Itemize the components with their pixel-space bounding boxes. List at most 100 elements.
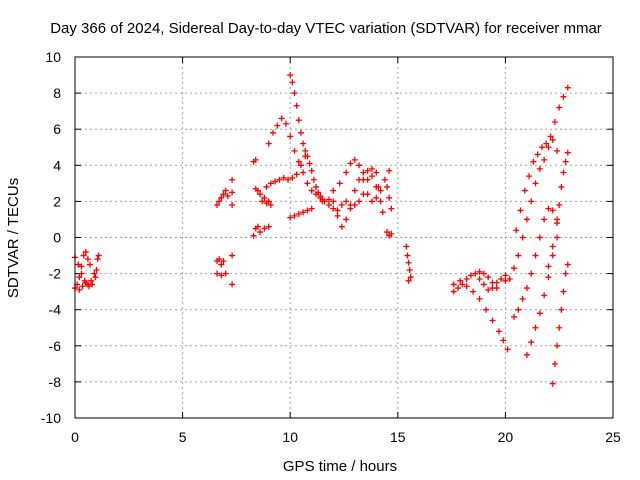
data-point [218,194,225,201]
data-point [229,202,236,209]
data-point [549,207,556,214]
series-sat-u [511,205,561,320]
data-point [325,202,332,209]
data-point [554,220,561,227]
x-tick-label: 0 [71,429,79,445]
data-point [229,176,236,183]
data-point [364,176,371,183]
series-sat-t [502,137,561,283]
data-point [368,173,375,180]
data-point [222,187,229,194]
data-point [95,252,102,259]
data-point [405,277,412,284]
data-point [257,229,264,236]
x-axis-label: GPS time / hours [283,458,397,475]
series-sat-r [450,277,511,353]
series-sat-h [263,153,309,190]
data-point [360,191,367,198]
data-point [274,122,281,129]
data-point [220,257,227,264]
data-point [293,171,300,178]
data-point [549,252,556,259]
y-tick-label: 6 [53,121,61,137]
data-point [261,225,268,232]
series-sat-l [319,167,380,230]
data-point [78,263,85,270]
data-point [530,158,537,165]
data-point [536,165,543,172]
data-point [377,198,384,205]
data-point [347,205,354,212]
series-sat-p [403,243,414,284]
data-point [485,286,492,293]
data-point [265,140,272,147]
data-point [519,234,526,241]
data-point [545,263,552,270]
data-point [406,266,413,273]
series-sat-n [347,165,386,216]
series-sat-g [250,223,272,239]
data-point [325,196,332,203]
data-point [377,187,384,194]
data-point [267,180,274,187]
data-point [82,279,89,286]
data-point [267,202,274,209]
series-sat-a [72,248,94,292]
y-axis-label: SDTVAR / TECUs [5,178,22,298]
data-point [528,270,535,277]
data-point [504,346,511,353]
data-point [472,270,479,277]
grid-lines [75,57,613,418]
data-point [338,223,345,230]
data-point [297,129,304,136]
series-sat-o [384,183,395,239]
data-point [463,276,470,283]
series-sat-k [287,205,315,221]
data-point [556,202,563,209]
data-point [229,252,236,259]
data-point [467,272,474,279]
data-point [351,202,358,209]
data-point [493,279,500,286]
data-point [528,339,535,346]
data-point [257,191,264,198]
series-sat-j [287,72,326,203]
data-point [560,288,567,295]
axis-ticks: 0 5 10 15 20 25 -10 -8 -6 -4 -2 0 2 4 6 8 10 [41,49,621,445]
data-point [368,198,375,205]
data-point [554,342,561,349]
data-point [265,223,272,230]
plot-frame [74,56,614,419]
data-point [76,274,83,281]
data-point [498,276,505,283]
data-point [308,205,315,212]
data-point [513,227,520,234]
data-point [560,169,567,176]
data-point [384,183,391,190]
data-point [291,212,298,219]
data-point [519,295,526,302]
data-point [549,243,556,250]
data-point [89,281,96,288]
data-point [82,248,89,255]
data-point [336,180,343,187]
data-point [526,173,533,180]
data-point [551,118,558,125]
data-point [229,281,236,288]
data-point [343,198,350,205]
series-sat-i [265,115,350,214]
data-point [562,158,569,165]
data-point [528,198,535,205]
data-point [379,209,386,216]
data-point [480,281,487,288]
data-point [564,261,571,268]
data-point [330,205,337,212]
data-point [515,252,522,259]
data-point [343,216,350,223]
x-tick-label: 25 [605,429,621,445]
data-point [304,180,311,187]
data-point [75,261,82,268]
data-point [381,176,388,183]
data-point [480,270,487,277]
data-point [386,194,393,201]
